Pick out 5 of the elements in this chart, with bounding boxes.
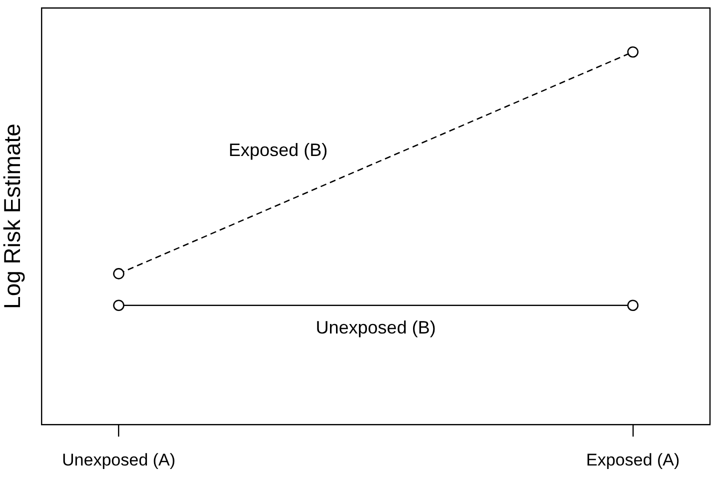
x-tick-label: Exposed (A) xyxy=(586,450,680,470)
series-label: Exposed (B) xyxy=(228,140,328,160)
x-tick-label: Unexposed (A) xyxy=(62,450,176,470)
y-axis-title: Log Risk Estimate xyxy=(0,124,26,309)
series-label: Unexposed (B) xyxy=(316,317,436,338)
